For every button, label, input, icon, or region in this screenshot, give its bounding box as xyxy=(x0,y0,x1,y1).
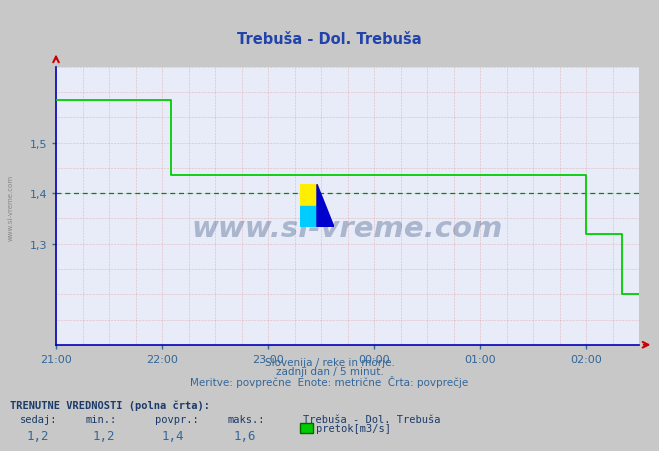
Text: zadnji dan / 5 minut.: zadnji dan / 5 minut. xyxy=(275,366,384,376)
Text: TRENUTNE VREDNOSTI (polna črta):: TRENUTNE VREDNOSTI (polna črta): xyxy=(10,399,210,410)
Text: maks.:: maks.: xyxy=(227,414,265,424)
Text: www.si-vreme.com: www.si-vreme.com xyxy=(8,175,14,240)
Text: Trebuša - Dol. Trebuša: Trebuša - Dol. Trebuša xyxy=(303,414,441,424)
Text: 1,6: 1,6 xyxy=(234,429,256,442)
Text: Trebuša - Dol. Trebuša: Trebuša - Dol. Trebuša xyxy=(237,32,422,47)
Polygon shape xyxy=(300,206,317,228)
Polygon shape xyxy=(317,185,334,228)
Text: sedaj:: sedaj: xyxy=(20,414,57,424)
Text: 1,2: 1,2 xyxy=(26,429,49,442)
Text: povpr.:: povpr.: xyxy=(155,414,198,424)
Text: 1,2: 1,2 xyxy=(92,429,115,442)
Text: Meritve: povprečne  Enote: metrične  Črta: povprečje: Meritve: povprečne Enote: metrične Črta:… xyxy=(190,375,469,387)
Polygon shape xyxy=(300,185,317,206)
Text: Slovenija / reke in morje.: Slovenija / reke in morje. xyxy=(264,357,395,367)
Text: 1,4: 1,4 xyxy=(161,429,184,442)
Text: www.si-vreme.com: www.si-vreme.com xyxy=(192,215,503,243)
Text: pretok[m3/s]: pretok[m3/s] xyxy=(316,423,391,433)
Text: min.:: min.: xyxy=(86,414,117,424)
